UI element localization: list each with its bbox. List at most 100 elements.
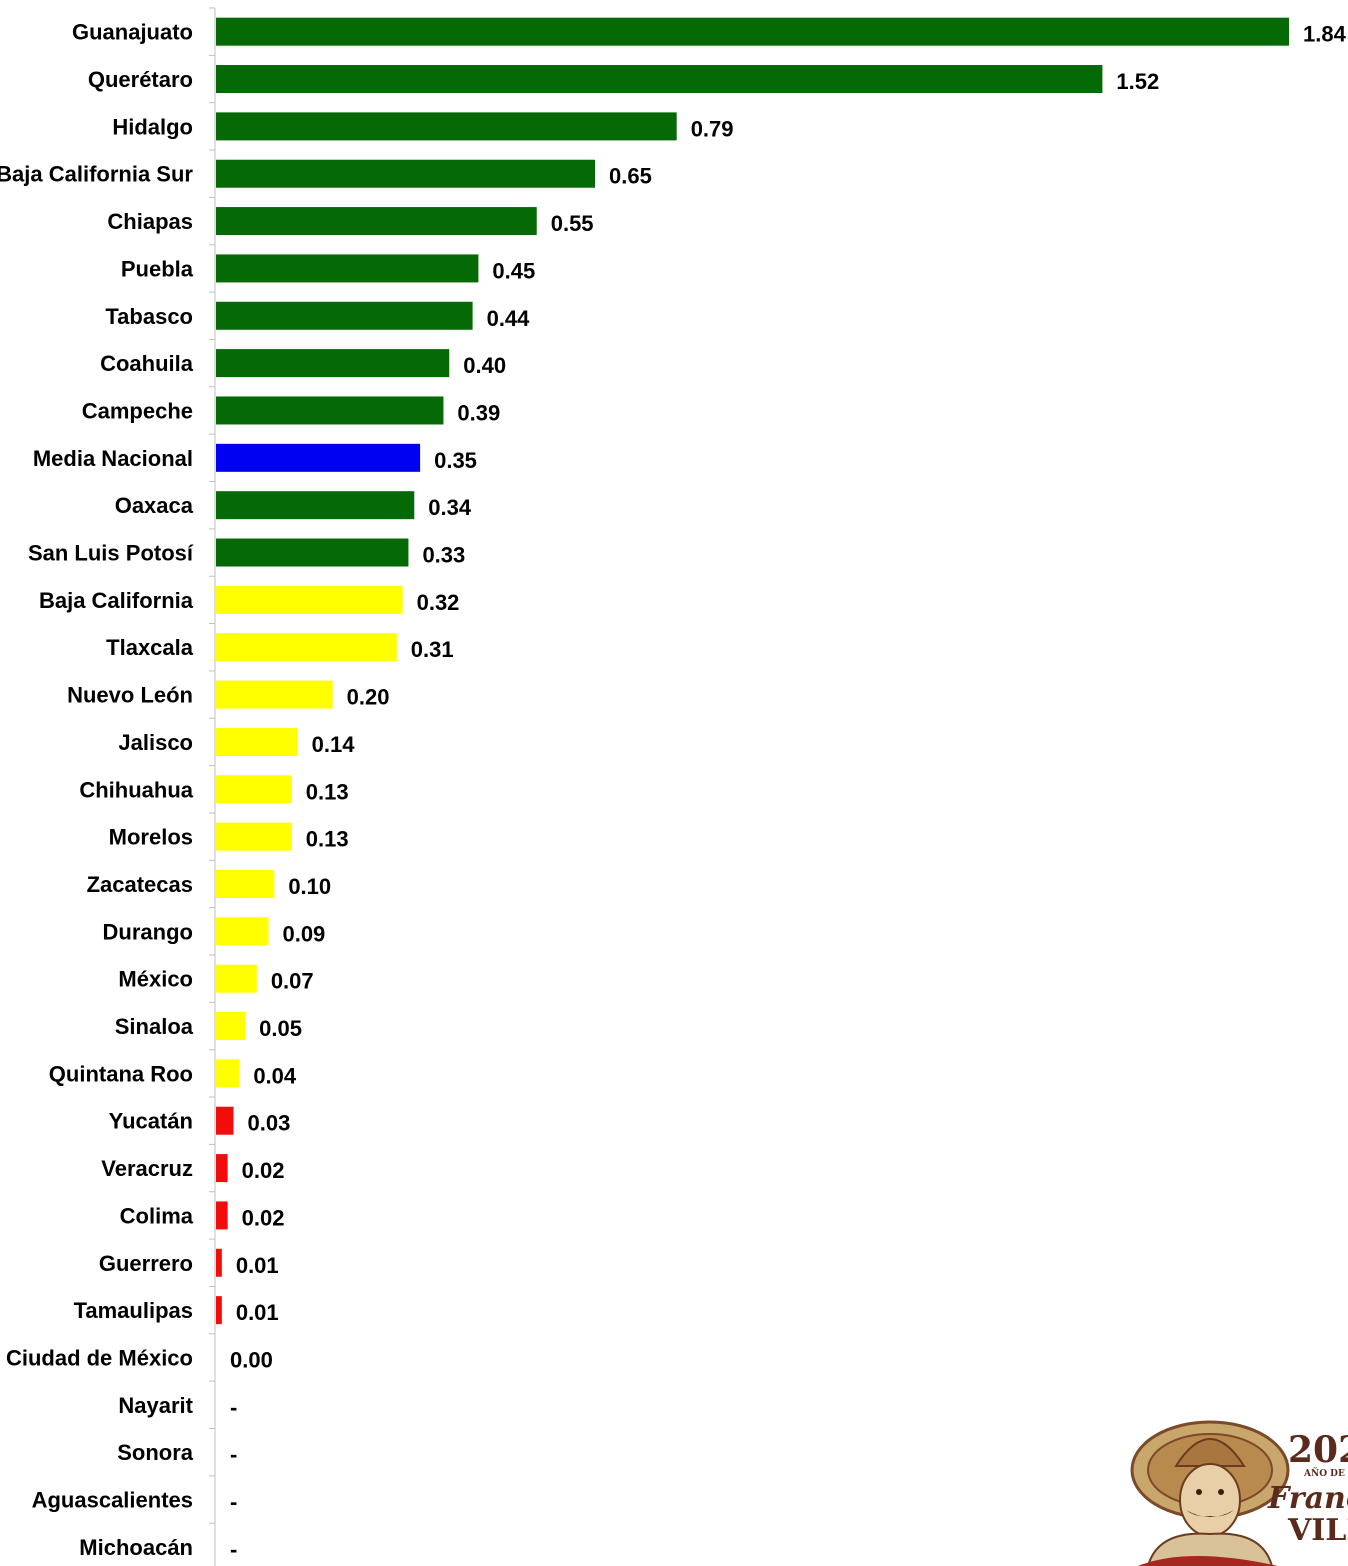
value-label: 0.34 — [428, 495, 472, 520]
bar — [216, 207, 537, 236]
category-labels: Guanajuato Querétaro Hidalgo Baja Californ… — [0, 20, 194, 1560]
category-label: Michoacán — [79, 1535, 193, 1560]
value-label: 0.13 — [306, 779, 349, 804]
category-label: Campeche — [82, 398, 193, 423]
category-label: San Luis Potosí — [28, 541, 194, 566]
category-label: Quintana Roo — [49, 1061, 193, 1086]
value-label: 0.40 — [463, 353, 506, 378]
value-label: 0.00 — [230, 1347, 273, 1372]
value-label: 0.45 — [492, 258, 535, 283]
value-label: 0.79 — [691, 116, 734, 141]
value-label: 0.05 — [259, 1016, 302, 1041]
bar — [216, 349, 450, 378]
value-label: - — [230, 1490, 237, 1515]
category-label: Media Nacional — [33, 446, 193, 471]
bars — [216, 17, 1289, 1325]
category-label: Guanajuato — [72, 20, 193, 45]
value-label: 0.01 — [236, 1300, 279, 1325]
bar — [216, 1154, 228, 1183]
bar — [216, 1012, 246, 1041]
category-label: Zacatecas — [87, 872, 193, 897]
value-label: - — [230, 1537, 237, 1562]
category-label: Querétaro — [88, 67, 193, 92]
value-label: 0.13 — [306, 827, 349, 852]
category-label: Sinaloa — [115, 1014, 194, 1039]
value-label: 0.14 — [312, 732, 356, 757]
category-label: Yucatán — [109, 1109, 193, 1134]
bar — [216, 1106, 234, 1135]
category-label: Guerrero — [99, 1251, 193, 1276]
category-label: Tabasco — [105, 304, 193, 329]
value-label: - — [230, 1442, 237, 1467]
category-label: Colima — [120, 1203, 194, 1228]
category-label: Durango — [103, 919, 193, 944]
category-label: Baja California — [39, 588, 194, 613]
category-label: Jalisco — [118, 730, 193, 755]
category-label: Morelos — [109, 825, 193, 850]
value-label: 0.39 — [457, 400, 500, 425]
category-label: Nuevo León — [67, 683, 193, 708]
value-label: 0.65 — [609, 164, 652, 189]
value-label: 0.02 — [242, 1158, 285, 1183]
bar — [216, 917, 269, 946]
bar — [216, 538, 409, 567]
bar — [216, 491, 415, 520]
bar — [216, 396, 444, 425]
category-label: Chihuahua — [79, 777, 193, 802]
value-label: 0.10 — [288, 874, 331, 899]
emblem-name-text: VILI — [1287, 1513, 1348, 1548]
category-label: México — [118, 967, 193, 992]
category-label: Coahuila — [100, 351, 194, 376]
emblem-small-text: AÑO DE — [1303, 1467, 1345, 1479]
category-label: Tlaxcala — [106, 635, 194, 660]
value-label: 0.35 — [434, 448, 477, 473]
emblem-year: 202 — [1288, 1429, 1348, 1471]
y-axis — [209, 7, 216, 1566]
value-label: 0.44 — [487, 306, 531, 331]
bar — [216, 1248, 222, 1277]
category-label: Chiapas — [107, 209, 193, 234]
bar — [216, 159, 596, 188]
value-labels: 1.84 1.52 0.79 0.65 0.55 0.45 0.44 0.40 0.39 0.35… — [230, 22, 1347, 1562]
category-label: Aguascalientes — [32, 1488, 193, 1513]
bar — [216, 301, 473, 330]
category-label: Puebla — [121, 256, 194, 281]
value-label: 1.52 — [1116, 69, 1159, 94]
bar — [216, 1059, 240, 1088]
bar — [216, 112, 677, 141]
category-label: Ciudad de México — [6, 1345, 193, 1370]
value-label: 0.55 — [551, 211, 594, 236]
emblem-script-text: Franci — [1267, 1481, 1348, 1516]
bar — [216, 65, 1103, 94]
value-label: 1.84 — [1303, 22, 1347, 47]
bar — [216, 869, 275, 898]
category-label: Tamaulipas — [74, 1298, 193, 1323]
value-label: - — [230, 1395, 237, 1420]
bar — [216, 17, 1289, 46]
bar — [216, 633, 397, 662]
category-label: Veracruz — [101, 1156, 193, 1181]
value-label: 0.02 — [242, 1205, 285, 1230]
bar — [216, 964, 257, 993]
bar — [216, 585, 403, 614]
value-label: 0.20 — [347, 685, 390, 710]
bar — [216, 727, 298, 756]
francisco-villa-emblem: 202 AÑO DE Franci VILI — [1128, 1418, 1348, 1566]
value-label: 0.32 — [417, 590, 460, 615]
value-label: 0.01 — [236, 1253, 279, 1278]
value-label: 0.03 — [247, 1111, 290, 1136]
value-label: 0.31 — [411, 637, 454, 662]
category-label: Baja California Sur — [0, 162, 193, 187]
category-label: Hidalgo — [112, 114, 193, 139]
value-label: 0.04 — [253, 1063, 297, 1088]
value-label: 0.09 — [282, 921, 325, 946]
category-label: Oaxaca — [115, 493, 194, 518]
bar — [216, 775, 292, 804]
bar — [216, 822, 292, 851]
bar — [216, 254, 479, 283]
bar — [216, 1296, 222, 1325]
category-label: Nayarit — [118, 1393, 193, 1418]
bar — [216, 443, 421, 472]
bar — [216, 680, 333, 709]
